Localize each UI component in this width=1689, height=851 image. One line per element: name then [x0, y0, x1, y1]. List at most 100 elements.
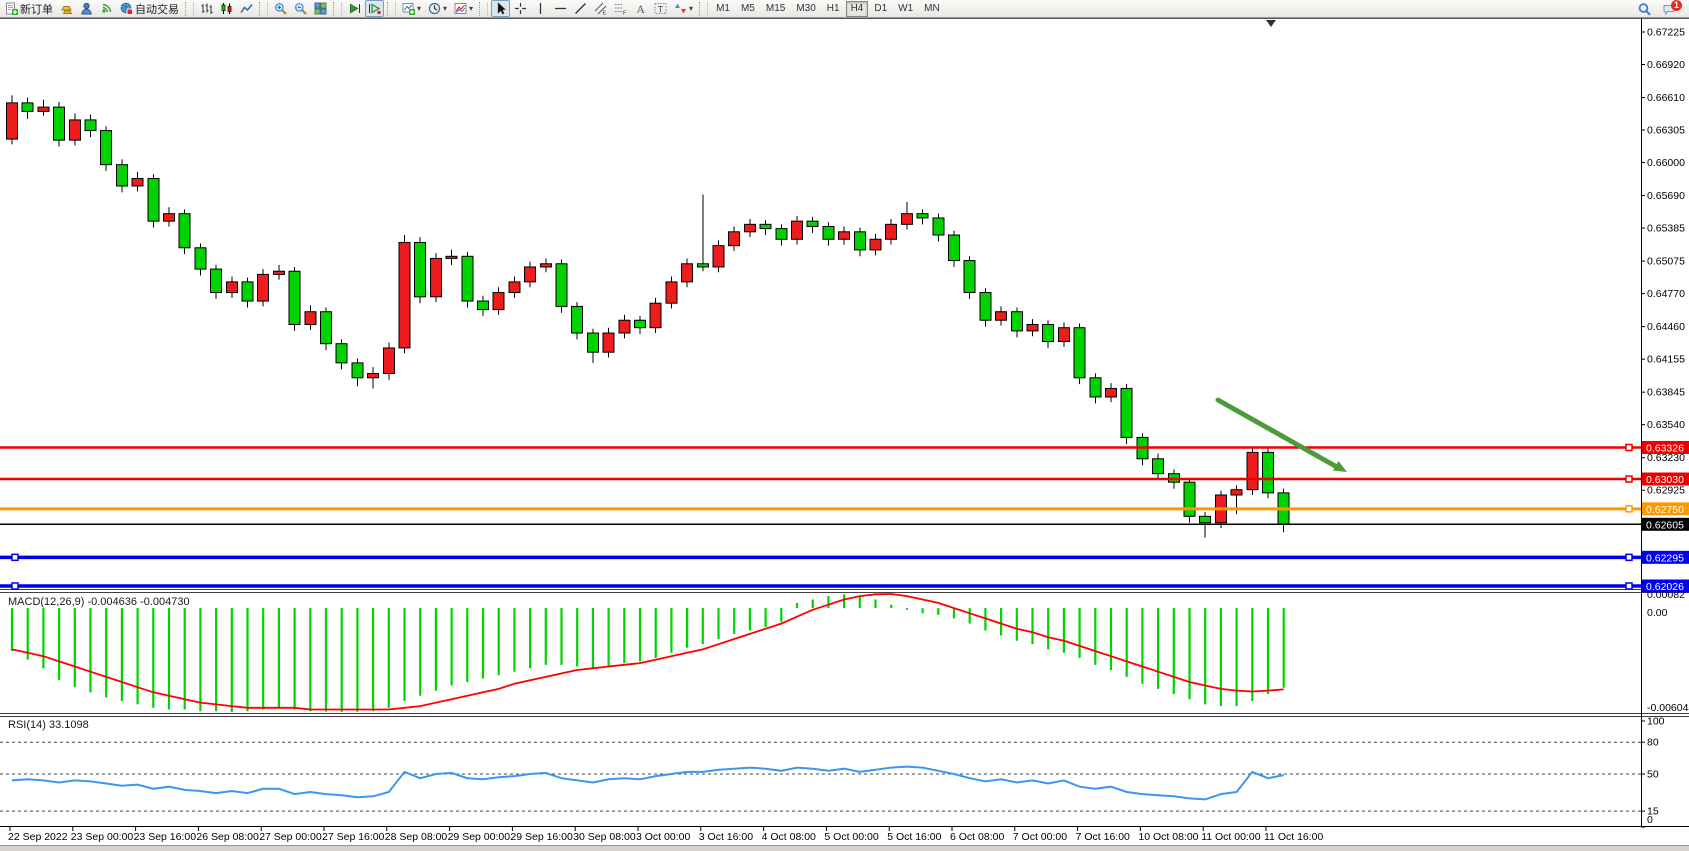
price-tick-label: 0.64460 [1647, 321, 1685, 333]
level-handle-marker[interactable] [11, 553, 19, 562]
price-level-badge [1642, 579, 1689, 593]
trendline-tool-button[interactable] [571, 0, 590, 17]
candle [806, 216, 819, 233]
candle-body [1199, 515, 1211, 524]
chart-background[interactable] [0, 19, 1689, 845]
macd-histogram-bar [1047, 608, 1050, 650]
tf-m15-button[interactable]: M15 [761, 1, 790, 17]
candle-body [775, 228, 788, 240]
level-handle-marker[interactable] [11, 582, 19, 590]
level-handle-marker[interactable] [1625, 505, 1633, 513]
candle [226, 276, 238, 298]
tf-d1-button[interactable]: D1 [869, 1, 892, 17]
chevron-down-icon[interactable]: ▾ [469, 3, 474, 13]
fibonacci-tool-button[interactable]: F [611, 0, 630, 17]
auto-scroll-button[interactable] [345, 0, 364, 17]
bar-chart-mode-button[interactable] [197, 0, 216, 17]
candle [540, 258, 552, 273]
new-chart-button[interactable]: ▾ [399, 0, 424, 17]
tile-windows-button[interactable] [311, 0, 330, 17]
macd-histogram-bar [1251, 608, 1254, 701]
rsi-indicator-label: RSI(14) 33.1098 [8, 719, 89, 731]
candle [1152, 453, 1164, 481]
tf-m30-button[interactable]: M30 [791, 1, 820, 17]
community-button[interactable] [77, 0, 96, 17]
candle [492, 287, 505, 315]
level-handle-marker[interactable] [1625, 475, 1633, 483]
tf-w1-button[interactable]: W1 [893, 1, 918, 17]
vertical-line-tool-button[interactable] [531, 0, 550, 17]
macd-histogram-bar [1282, 608, 1285, 688]
macd-histogram-bar [670, 608, 673, 653]
candle [681, 258, 693, 288]
candle-body [1262, 451, 1274, 494]
candle [1120, 384, 1133, 444]
crosshair-icon [515, 3, 527, 14]
periods-button[interactable]: ▾ [425, 0, 450, 17]
candle-body [6, 102, 18, 140]
level-handle-marker[interactable] [1625, 582, 1633, 590]
candle-body [304, 311, 317, 326]
chart-shift-marker[interactable] [1266, 20, 1276, 27]
text-tool-button[interactable]: A [631, 0, 650, 17]
cursor-button[interactable] [491, 0, 511, 17]
macd-histogram-bar [748, 608, 751, 631]
tf-mn-button[interactable]: MN [919, 1, 945, 17]
crosshair-button[interactable] [511, 0, 530, 17]
price-tick-label: 0.65690 [1647, 190, 1685, 202]
tf-h4-button[interactable]: H4 [845, 0, 869, 17]
chevron-down-icon[interactable]: ▾ [417, 3, 422, 13]
gold-panel-button[interactable] [57, 0, 76, 17]
chat-button[interactable]: 1 [1660, 0, 1685, 18]
text-label-tool-button[interactable]: T [651, 0, 670, 17]
autotrading-button[interactable]: 自动交易 [117, 0, 182, 17]
time-tick-label: 5 Oct 00:00 [824, 831, 878, 843]
gold-icon [61, 6, 73, 14]
macd-histogram-bar [356, 608, 359, 712]
line-chart-mode-button[interactable] [237, 0, 256, 17]
zoom-out-button[interactable] [291, 0, 310, 17]
candle-body [210, 268, 222, 294]
time-tick-label: 26 Sep 08:00 [196, 831, 259, 843]
tf-h4-label: H4 [850, 3, 864, 14]
chart-shift-button[interactable] [365, 0, 384, 17]
search-button[interactable] [1635, 1, 1654, 18]
candle [241, 277, 254, 308]
candle [697, 194, 709, 272]
chevron-down-icon[interactable]: ▾ [443, 3, 448, 13]
tf-h1-label: H1 [826, 3, 840, 14]
candle-body [571, 305, 583, 334]
horizontal-line-tool-button[interactable] [551, 0, 570, 17]
tf-h1-button[interactable]: H1 [822, 1, 845, 17]
candle-body [697, 263, 709, 268]
level-handle-marker[interactable] [1625, 553, 1633, 562]
candle-body [1105, 387, 1117, 398]
arrows-tool-button[interactable]: ▾ [671, 0, 696, 17]
chevron-down-icon[interactable]: ▾ [689, 3, 694, 13]
tf-m1-button[interactable]: M1 [711, 1, 735, 17]
time-tick-label: 29 Sep 16:00 [510, 831, 573, 843]
level-handle-marker[interactable] [1625, 443, 1633, 452]
time-tick-label: 4 Oct 08:00 [762, 831, 816, 843]
trend-arrow-head[interactable] [1333, 461, 1347, 472]
new-order-button[interactable]: 新订单 [2, 0, 56, 17]
candle-body [712, 245, 725, 268]
tf-m5-button[interactable]: M5 [736, 1, 760, 17]
signals-button[interactable] [97, 0, 116, 17]
macd-histogram-bar [874, 599, 877, 609]
price-tick-label: 0.66920 [1647, 59, 1685, 71]
zoom-in-button[interactable] [271, 0, 290, 17]
candle [288, 266, 301, 331]
candlestick-mode-button[interactable] [217, 0, 236, 17]
price-level-badge [1642, 517, 1689, 531]
macd-histogram-bar [701, 608, 704, 645]
equidistant-channel-tool-button[interactable]: E [591, 0, 610, 17]
candle [854, 227, 866, 257]
templates-button[interactable]: ▾ [451, 0, 476, 17]
label-icon: T [654, 3, 667, 15]
macd-histogram-bar [372, 608, 375, 712]
macd-histogram-bar [1000, 608, 1003, 636]
trend-arrow-line[interactable] [1215, 397, 1340, 470]
candle-body [854, 231, 866, 251]
